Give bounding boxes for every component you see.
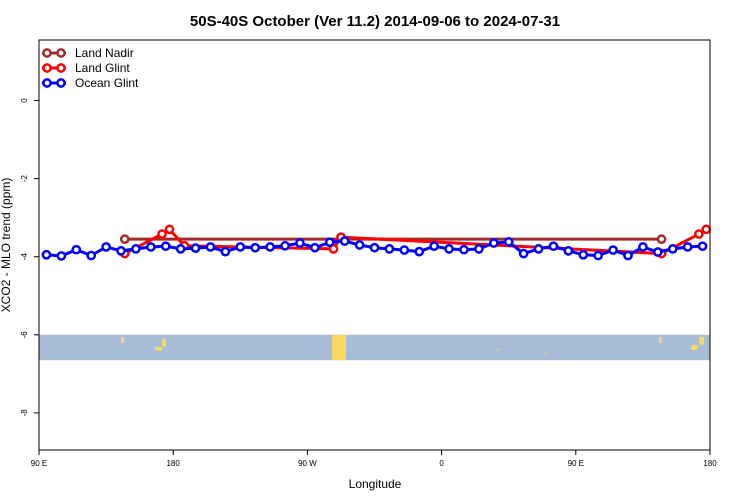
ocean-glint-point (265, 242, 275, 252)
legend-label-land-glint: Land Glint (75, 61, 130, 75)
ocean-glint-point (414, 246, 425, 257)
land-area (121, 336, 124, 343)
land-area (497, 348, 499, 351)
ocean-glint-point (175, 244, 186, 254)
ocean-glint-point (563, 246, 574, 256)
legend-marker-ocean-glint (56, 78, 66, 88)
plot-frame (38, 39, 711, 451)
ocean-glint-point (697, 241, 708, 252)
ocean-glint-point (474, 244, 484, 254)
ocean-glint-point (623, 250, 633, 261)
ocean-glint-point (190, 243, 201, 253)
ocean-glint-point (578, 249, 589, 260)
ocean-glint-point (86, 250, 97, 261)
ocean-glint-point (593, 250, 604, 261)
ocean-glint-point (145, 242, 156, 252)
legend-label-land-nadir: Land Nadir (75, 46, 134, 60)
legend-marker-land-glint (42, 63, 52, 73)
ocean-glint-point (518, 248, 529, 259)
axes: 90 E 180 90 W 0 90 E 180 0 -2 -4 -6 -8 (20, 98, 717, 468)
ocean-glint-point (339, 236, 350, 246)
land-area (162, 338, 166, 347)
land-area (155, 346, 162, 351)
y-axis-label: XCO2 - MLO trend (ppm) (0, 178, 13, 313)
land-glint-point (701, 224, 712, 235)
ocean-glint-point (235, 242, 246, 252)
ocean-glint-point (638, 242, 648, 252)
land-glint-point (164, 224, 175, 235)
ocean-glint-point (205, 242, 216, 252)
ocean-glint-point (56, 251, 67, 261)
land-glint-point (693, 229, 704, 239)
data-series (41, 224, 712, 261)
ocean-glint-point (459, 244, 469, 255)
x-tick-label: 180 (703, 459, 717, 468)
ocean-glint-point (384, 244, 395, 254)
ocean-glint-point (250, 242, 261, 253)
legend-marker-ocean-glint (42, 78, 52, 88)
land-nadir-point (119, 234, 130, 244)
land-area (691, 344, 698, 350)
ocean-glint-point (310, 242, 320, 253)
land-glint-point (157, 229, 167, 239)
ocean-glint-point (444, 244, 454, 254)
land-area (659, 336, 662, 343)
y-tick-label: 0 (20, 98, 29, 103)
land-area (699, 336, 704, 345)
ocean-glint-point (280, 240, 290, 251)
ocean-glint-point (295, 238, 305, 248)
chart-title: 50S-40S October (Ver 11.2) 2014-09-06 to… (190, 13, 560, 30)
ocean-glint-point (533, 244, 544, 254)
ocean-glint-point (369, 242, 380, 253)
ocean-glint-point (354, 240, 365, 250)
x-tick-label: 90 W (298, 459, 317, 468)
ocean-band (39, 334, 710, 361)
ocean-glint-point (160, 241, 171, 252)
land-nadir-point (656, 234, 667, 244)
ocean-glint-point (116, 246, 126, 256)
x-tick-label: 90 E (31, 459, 47, 468)
ocean-glint-point (608, 245, 618, 255)
x-axis-label: Longitude (349, 477, 402, 491)
land-area (545, 352, 547, 355)
geographic-map-strip (39, 334, 710, 361)
y-tick-label: -6 (20, 331, 29, 339)
ocean-glint-point (429, 241, 439, 252)
y-tick-label: -4 (20, 253, 29, 261)
ocean-glint-point (71, 244, 82, 255)
ocean-glint-point (682, 242, 693, 252)
ocean-glint-point (220, 246, 231, 257)
y-tick-label: -8 (20, 409, 29, 417)
x-tick-label: 0 (439, 459, 444, 468)
x-tick-label: 180 (167, 459, 181, 468)
ocean-glint-point (101, 242, 111, 252)
ocean-glint-point (503, 237, 514, 247)
ocean-glint-point (324, 237, 335, 248)
legend-marker-land-nadir (42, 48, 52, 58)
legend-label-ocean-glint: Ocean Glint (75, 76, 139, 90)
ocean-glint-point (399, 245, 410, 255)
land-area (332, 334, 346, 361)
y-tick-label: -2 (20, 175, 29, 183)
ocean-glint-point (488, 238, 499, 248)
ocean-glint-point (652, 247, 663, 257)
ocean-glint-point (548, 241, 559, 252)
ocean-glint-series (41, 236, 708, 261)
x-tick-label: 90 E (568, 459, 584, 468)
legend-marker-land-nadir (56, 48, 66, 58)
ocean-glint-point (41, 249, 52, 260)
ocean-glint-point (131, 244, 141, 254)
legend-marker-land-glint (56, 63, 66, 73)
ocean-glint-point (667, 244, 678, 254)
